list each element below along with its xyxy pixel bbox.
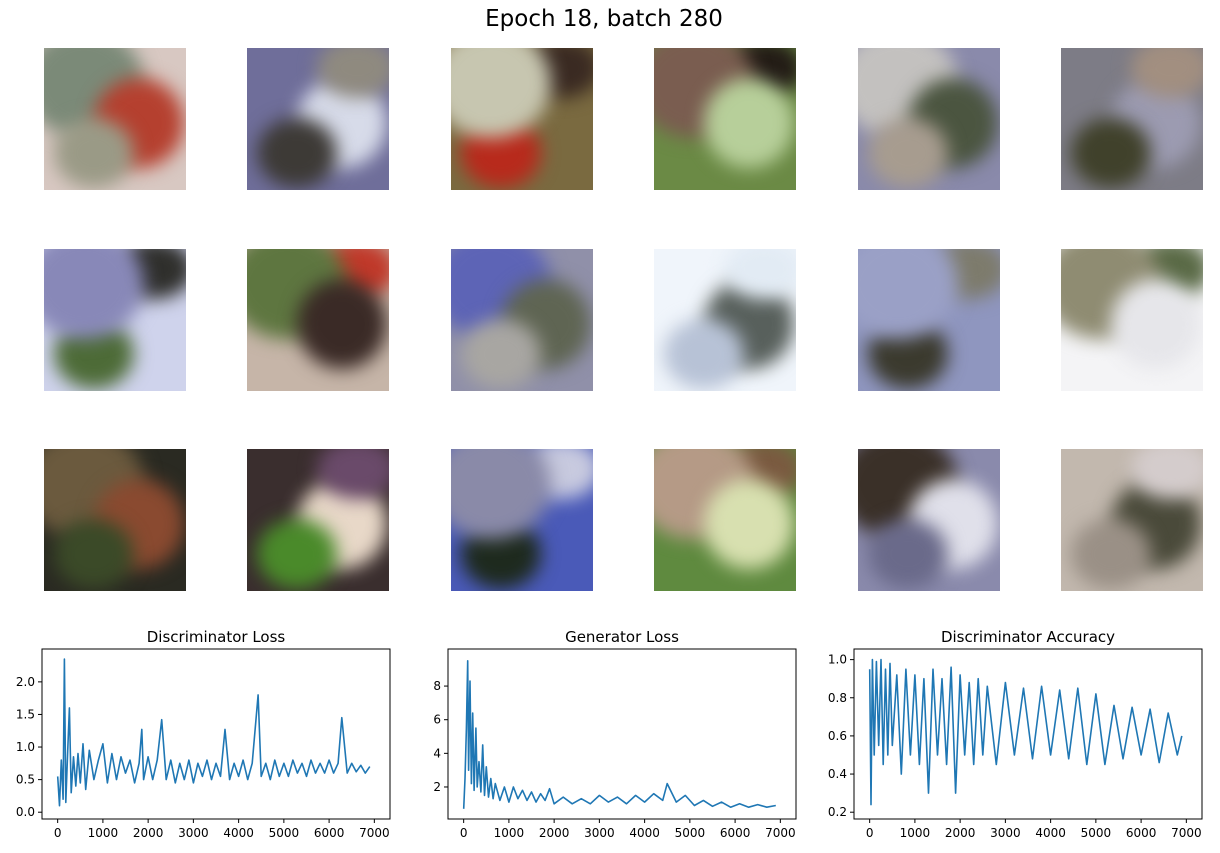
generated-sample xyxy=(654,48,796,190)
y-tick-label: 4 xyxy=(433,746,441,760)
y-tick-label: 2.0 xyxy=(16,675,35,689)
generated-sample xyxy=(451,449,593,591)
generated-sample xyxy=(247,48,389,190)
generated-sample xyxy=(1061,48,1203,190)
series-line xyxy=(462,659,776,809)
generated-sample xyxy=(1061,249,1203,391)
series-line xyxy=(868,658,1183,806)
y-tick-label: 0.5 xyxy=(16,773,35,787)
x-tick-label: 7000 xyxy=(765,826,796,840)
chart-title: Generator Loss xyxy=(565,628,679,646)
plot-frame xyxy=(447,648,797,820)
figure-title: Epoch 18, batch 280 xyxy=(485,6,723,32)
x-tick-label: 6000 xyxy=(720,826,751,840)
plot-frame xyxy=(41,648,391,820)
generated-sample xyxy=(247,449,389,591)
generated-sample xyxy=(858,249,1000,391)
y-tick-label: 0.4 xyxy=(828,767,847,781)
generated-sample xyxy=(44,449,186,591)
y-tick-label: 0.6 xyxy=(828,729,847,743)
x-tick-label: 3000 xyxy=(990,826,1021,840)
generated-sample xyxy=(451,249,593,391)
x-tick-label: 5000 xyxy=(269,826,300,840)
generated-sample xyxy=(44,48,186,190)
generated-sample xyxy=(654,249,796,391)
y-tick-label: 0.0 xyxy=(16,805,35,819)
x-tick-label: 7000 xyxy=(1171,826,1202,840)
x-tick-label: 5000 xyxy=(1081,826,1112,840)
x-tick-label: 2000 xyxy=(539,826,570,840)
y-tick-label: 2 xyxy=(433,780,441,794)
generated-sample xyxy=(247,249,389,391)
generated-sample xyxy=(44,249,186,391)
x-tick-label: 0 xyxy=(54,826,62,840)
y-tick-label: 1.0 xyxy=(828,653,847,667)
x-tick-label: 2000 xyxy=(133,826,164,840)
x-tick-label: 4000 xyxy=(1035,826,1066,840)
generated-sample xyxy=(1061,449,1203,591)
x-tick-label: 0 xyxy=(866,826,874,840)
x-tick-label: 5000 xyxy=(675,826,706,840)
chart-title: Discriminator Loss xyxy=(147,628,286,646)
x-tick-label: 6000 xyxy=(1126,826,1157,840)
chart-1: Discriminator Loss 0 1000 2000 3000 4000 5000 6… xyxy=(16,628,391,840)
x-tick-label: 1000 xyxy=(88,826,119,840)
x-tick-label: 3000 xyxy=(178,826,209,840)
x-tick-label: 4000 xyxy=(223,826,254,840)
plot-frame xyxy=(853,648,1203,820)
x-tick-label: 6000 xyxy=(314,826,345,840)
chart-3: Discriminator Accuracy 0 1000 2000 3000 4000 5… xyxy=(828,628,1203,840)
y-tick-label: 8 xyxy=(433,679,441,693)
generated-sample xyxy=(858,449,1000,591)
y-tick-label: 6 xyxy=(433,713,441,727)
y-tick-label: 0.8 xyxy=(828,691,847,705)
x-tick-label: 4000 xyxy=(629,826,660,840)
x-tick-label: 1000 xyxy=(900,826,931,840)
chart-2: Generator Loss 0 1000 2000 3000 4000 5000 6000 7… xyxy=(433,628,797,840)
generated-sample xyxy=(654,449,796,591)
y-tick-label: 1.5 xyxy=(16,707,35,721)
series-line xyxy=(56,658,371,807)
x-tick-label: 2000 xyxy=(945,826,976,840)
y-tick-label: 1.0 xyxy=(16,740,35,754)
x-tick-label: 3000 xyxy=(584,826,615,840)
generated-sample xyxy=(858,48,1000,190)
x-tick-label: 1000 xyxy=(494,826,525,840)
generated-sample xyxy=(451,48,593,190)
x-tick-label: 7000 xyxy=(359,826,390,840)
chart-title: Discriminator Accuracy xyxy=(941,628,1115,646)
y-tick-label: 0.2 xyxy=(828,805,847,819)
x-tick-label: 0 xyxy=(460,826,468,840)
